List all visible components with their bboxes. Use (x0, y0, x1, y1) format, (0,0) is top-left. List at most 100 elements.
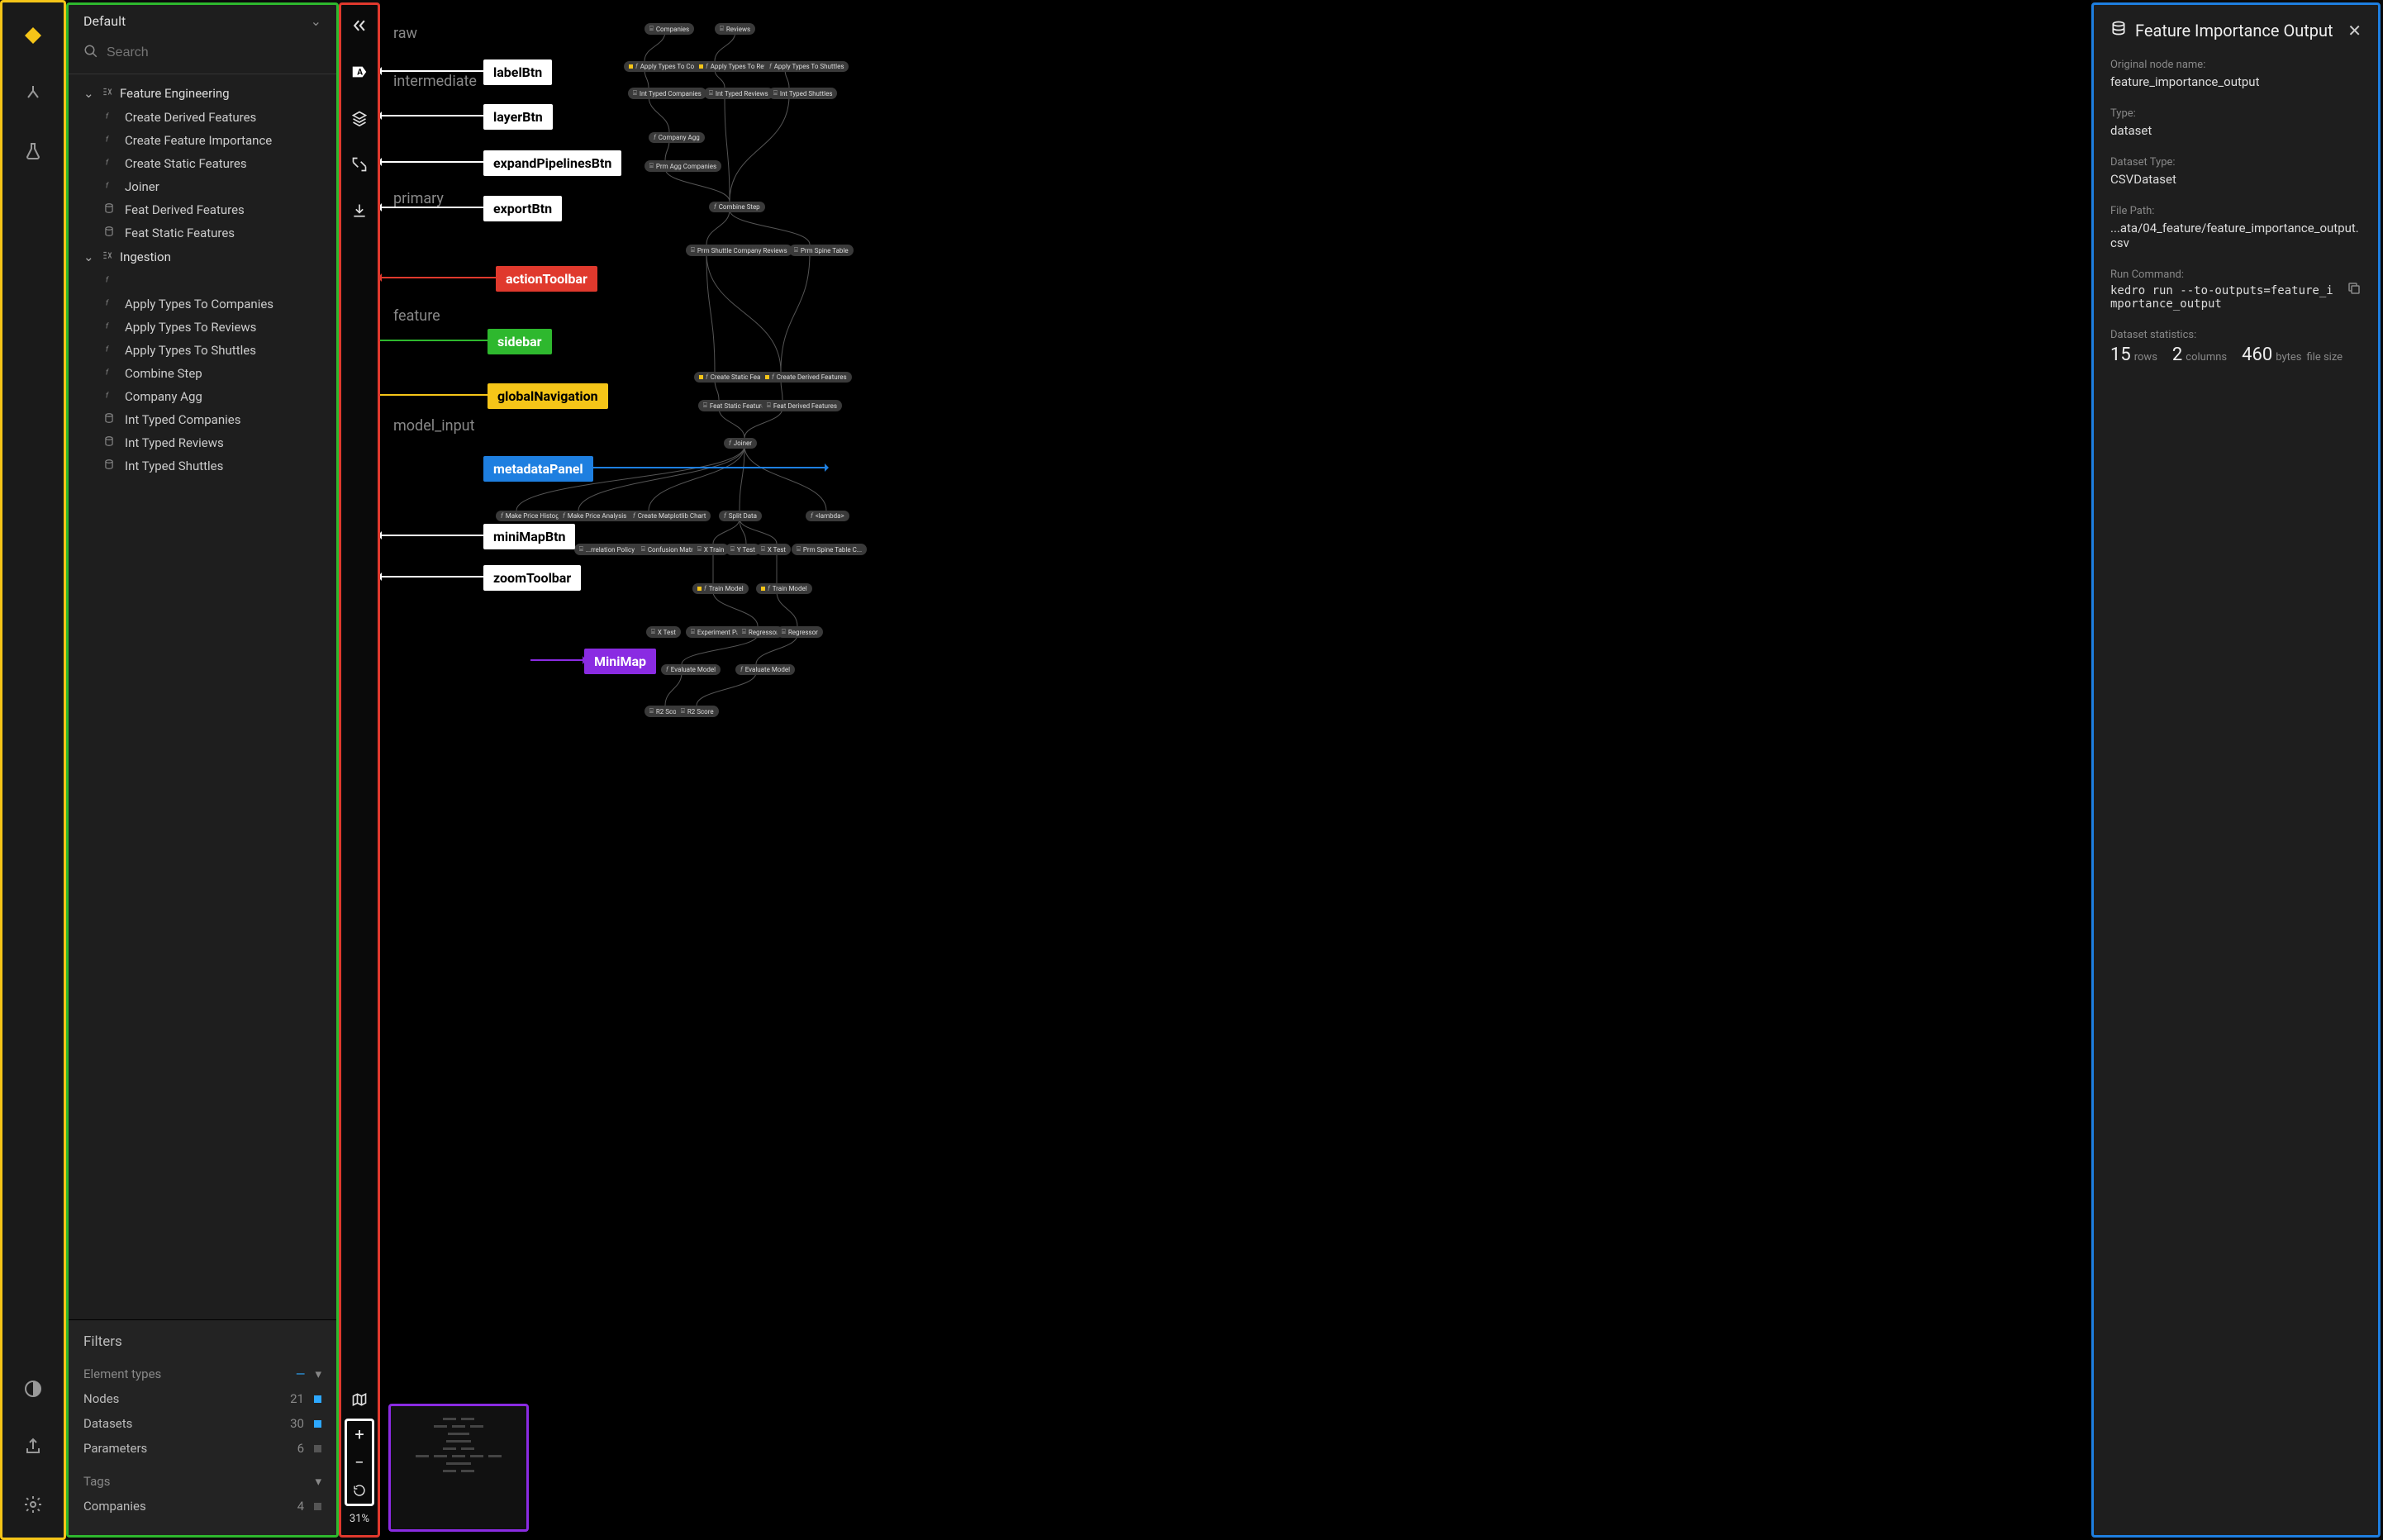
tree-item[interactable]: Int Typed Companies (69, 408, 336, 431)
tree-item[interactable]: fApply Types To Shuttles (69, 339, 336, 362)
filter-tags[interactable]: Tags ▾ (83, 1469, 321, 1494)
graph-node[interactable]: ⌸Int Typed Reviews (704, 88, 773, 99)
graph-node[interactable]: ⌸Reviews (715, 23, 755, 35)
graph-node[interactable]: ⌸Regressor (777, 626, 823, 638)
logo-icon[interactable] (17, 19, 50, 52)
graph-node[interactable]: ⌸X Train (692, 544, 729, 555)
svg-text:f: f (106, 112, 109, 121)
layer-label: raw (393, 25, 417, 42)
graph-node[interactable]: ⌸Prm Spine Table (789, 245, 854, 256)
annotation-expandPipelinesBtn: expandPipelinesBtn (483, 150, 621, 176)
tree-group[interactable]: ⌄Ingestion (69, 245, 336, 269)
settings-icon[interactable] (17, 1488, 50, 1521)
close-icon[interactable]: ✕ (2347, 21, 2362, 40)
graph-node[interactable]: fTrain Model (756, 583, 812, 594)
action-toolbar: A + − 31% (339, 2, 380, 1538)
annotation-actionToolbar: actionToolbar (496, 266, 597, 292)
annotation-sidebar: sidebar (488, 329, 552, 354)
annotation-exportBtn: exportBtn (483, 196, 562, 221)
minimap-button[interactable] (347, 1387, 372, 1412)
svg-text:f: f (106, 345, 109, 354)
minimap[interactable] (388, 1404, 529, 1532)
metadata-dataset-type: CSVDataset (2110, 172, 2362, 187)
graph-node[interactable]: fApply Types To Shuttles (764, 61, 849, 72)
metadata-stats: 15rows 2columns 460bytesfile size (2110, 345, 2362, 365)
tree-item[interactable]: Int Typed Reviews (69, 431, 336, 454)
svg-text:f: f (106, 368, 109, 378)
zoom-out-button[interactable]: − (350, 1452, 369, 1472)
graph-node[interactable]: fCompany Agg (649, 132, 705, 143)
tree-item[interactable]: fApply Types To Companies (69, 292, 336, 316)
filter-row[interactable]: Parameters6 (83, 1436, 321, 1461)
theme-icon[interactable] (17, 1372, 50, 1405)
annotation-metadataPanel: metadataPanel (483, 456, 593, 482)
zoom-in-button[interactable]: + (350, 1424, 369, 1444)
search-input[interactable] (107, 45, 321, 60)
annotation-MiniMap: MiniMap (584, 649, 656, 674)
tree-item[interactable]: fApply Types To Reviews (69, 316, 336, 339)
tree-item[interactable]: f (69, 269, 336, 292)
tree-item[interactable]: Int Typed Shuttles (69, 454, 336, 478)
graph-node[interactable]: ⌸X Test (646, 626, 681, 638)
svg-text:f: f (106, 276, 109, 285)
zoom-reset-button[interactable] (350, 1481, 369, 1500)
annotation-layerBtn: layerBtn (483, 104, 553, 130)
export-button[interactable] (347, 198, 372, 223)
tree-view-icon[interactable] (17, 77, 50, 110)
tree-item[interactable]: fCompany Agg (69, 385, 336, 408)
graph-canvas[interactable]: rawintermediateprimaryfeaturemodel_input… (380, 0, 2091, 1540)
tree-item[interactable]: fCombine Step (69, 362, 336, 385)
tree-item[interactable]: fCreate Derived Features (69, 106, 336, 129)
tree-item[interactable]: Feat Static Features (69, 221, 336, 245)
graph-node[interactable]: fCreate Matplotlib Chart (628, 511, 711, 521)
project-selector-label: Default (83, 13, 126, 29)
tree-item[interactable]: Feat Derived Features (69, 198, 336, 221)
filters-title: Filters (83, 1333, 321, 1350)
layer-label: feature (393, 307, 440, 325)
graph-node[interactable]: f<lambda> (806, 511, 849, 521)
graph-node[interactable]: ⌸R2 Score (676, 706, 719, 717)
share-icon[interactable] (17, 1430, 50, 1463)
annotation-labelBtn: labelBtn (483, 59, 552, 85)
filter-element-types[interactable]: Element types —▾ (83, 1362, 321, 1386)
graph-node[interactable]: ⌸Companies (645, 23, 694, 35)
collapse-button[interactable] (347, 13, 372, 38)
layer-label: primary (393, 190, 444, 207)
graph-node[interactable]: fCreate Derived Features (760, 372, 852, 383)
zoom-toolbar: + − (345, 1419, 374, 1506)
layer-button[interactable] (347, 106, 372, 131)
graph-node[interactable]: fTrain Model (692, 583, 749, 594)
graph-node[interactable]: fSplit Data (719, 511, 762, 521)
graph-node[interactable]: fEvaluate Model (661, 664, 721, 675)
tree-item[interactable]: fCreate Static Features (69, 152, 336, 175)
experiment-icon[interactable] (17, 135, 50, 168)
graph-node[interactable]: ⌸Y Test (725, 544, 760, 555)
graph-node[interactable]: ⌸X Test (756, 544, 791, 555)
filter-tag-row[interactable]: Companies4 (83, 1494, 321, 1519)
expand-pipelines-button[interactable] (347, 152, 372, 177)
annotation-globalNavigation: globalNavigation (488, 383, 608, 409)
graph-node[interactable]: fEvaluate Model (735, 664, 795, 675)
filter-row[interactable]: Nodes21 (83, 1386, 321, 1411)
project-selector[interactable]: Default ⌄ (69, 5, 336, 37)
layer-label: model_input (393, 417, 474, 435)
graph-node[interactable]: fCombine Step (709, 202, 765, 212)
svg-text:f: f (106, 135, 109, 145)
graph-node[interactable]: ⌸Int Typed Shuttles (768, 88, 837, 99)
sidebar: Default ⌄ ⌄Feature EngineeringfCreate De… (66, 2, 339, 1538)
tree-item[interactable]: fCreate Feature Importance (69, 129, 336, 152)
graph-node[interactable]: ⌸Prm Agg Companies (645, 160, 721, 172)
tree-item[interactable]: fJoiner (69, 175, 336, 198)
graph-node[interactable]: ⌸Prm Shuttle Company Reviews (686, 245, 792, 256)
tree-group[interactable]: ⌄Feature Engineering (69, 81, 336, 106)
graph-node[interactable]: fJoiner (724, 438, 757, 449)
graph-node[interactable]: ⌸Prm Spine Table C... (792, 544, 867, 555)
filter-row[interactable]: Datasets30 (83, 1411, 321, 1436)
node-tree: ⌄Feature EngineeringfCreate Derived Feat… (69, 74, 336, 1319)
graph-node[interactable]: ⌸Int Typed Companies (628, 88, 706, 99)
label-button[interactable]: A (347, 59, 372, 84)
svg-text:A: A (357, 69, 363, 78)
graph-node[interactable]: ⌸Feat Derived Features (762, 400, 842, 411)
filters-panel: Filters Element types —▾ Nodes21Datasets… (69, 1319, 336, 1535)
copy-icon[interactable] (2347, 281, 2362, 299)
